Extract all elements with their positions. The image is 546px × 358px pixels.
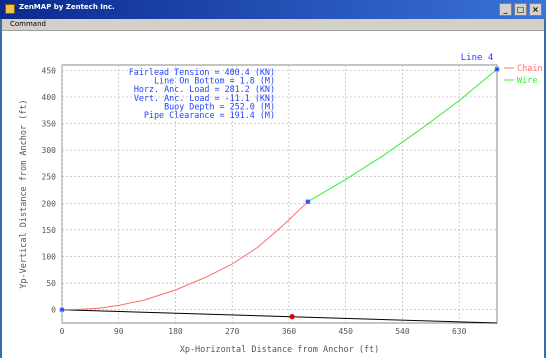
result-annotation: Vert. Anc. Load = -11.1 (KN): [134, 93, 275, 103]
result-annotation: Line On Bottom = 1.8 (M): [154, 76, 275, 86]
buoy-marker: [289, 314, 295, 320]
legend-label-chain: Chain: [517, 64, 543, 74]
y-tick-label: 100: [42, 253, 57, 262]
title-bar[interactable]: ZenMAP by Zentech Inc. _ □ ×: [0, 0, 546, 19]
seabed-line: [61, 309, 498, 324]
x-tick-label: 540: [395, 327, 410, 336]
y-tick-label: 200: [42, 199, 57, 208]
plot-frame: [61, 64, 498, 324]
x-tick-label: 180: [168, 327, 183, 336]
x-tick-label: 270: [225, 327, 240, 336]
y-tick-label: 0: [51, 306, 56, 315]
y-tick-label: 150: [42, 226, 57, 235]
x-tick-label: 0: [60, 327, 65, 336]
node-marker: [494, 66, 500, 72]
series-line-chain: [61, 201, 309, 311]
mooring-profile-chart: 0 90 180 270 360 450 540 630 0 50 100 150 200 250 300 3…: [19, 53, 543, 355]
result-annotation: Horz. Anc. Load = 281.2 (KN): [134, 84, 275, 94]
menu-command[interactable]: Command: [10, 20, 46, 28]
plot-area: 0 90 180 270 360 450 540 630 0 50 100 150 200 250 300 3…: [2, 31, 544, 358]
window-title: ZenMAP by Zentech Inc.: [19, 3, 115, 11]
y-tick-label: 400: [42, 93, 57, 102]
result-annotation: Pipe Clearance = 191.4 (M): [144, 110, 275, 120]
chart-title: Line 4: [461, 53, 494, 63]
x-tick-label: 450: [338, 327, 353, 336]
x-axis-label: Xp-Horizontal Distance from Anchor (ft): [180, 345, 380, 355]
maximize-button[interactable]: □: [514, 3, 527, 16]
y-tick-label: 350: [42, 120, 57, 129]
y-tick-label: 450: [42, 66, 57, 75]
result-annotation: Fairlead Tension = 400.4 (KN): [129, 67, 275, 77]
series-line-wire: [307, 68, 498, 203]
node-marker: [59, 307, 65, 313]
window-controls: _ □ ×: [499, 3, 542, 16]
result-annotation: Buoy Depth = 252.0 (M): [164, 101, 275, 111]
y-tick-label: 250: [42, 173, 57, 182]
x-tick-label: 360: [282, 327, 297, 336]
minimize-button[interactable]: _: [499, 3, 512, 16]
y-tick-label: 300: [42, 146, 57, 155]
y-axis-label: Yp-Vertical Distance from Anchor (ft): [19, 99, 29, 288]
legend-label-wire: Wire: [517, 76, 537, 86]
x-tick-label: 90: [114, 327, 124, 336]
app-icon: [5, 4, 15, 14]
node-marker: [305, 199, 311, 205]
menu-bar: Command: [2, 19, 544, 31]
y-tick-label: 50: [46, 279, 56, 288]
x-tick-label: 630: [452, 327, 467, 336]
close-button[interactable]: ×: [529, 3, 542, 16]
